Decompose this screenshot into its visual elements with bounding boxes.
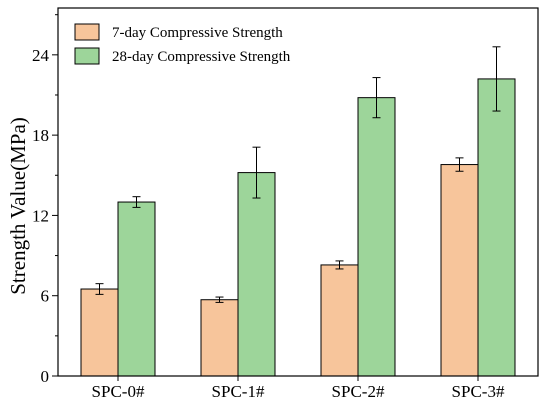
bar-28day-0 (117, 201, 156, 377)
bar-28day-2 (357, 97, 396, 377)
x-tick-label-1: SPC-1# (212, 382, 265, 401)
x-tick-label-0: SPC-0# (92, 382, 145, 401)
bar-7day-2 (320, 264, 359, 377)
y-tick-label-0: 0 (41, 367, 50, 386)
x-tick-label-2: SPC-2# (332, 382, 385, 401)
y-tick-label-2: 12 (32, 206, 49, 225)
legend-label-0: 7-day Compressive Strength (112, 25, 283, 41)
y-tick-label-1: 6 (41, 287, 50, 306)
legend-swatch-1 (74, 47, 100, 65)
legend-swatch-0 (74, 23, 100, 41)
legend: 7-day Compressive Strength 28-day Compres… (74, 23, 291, 65)
legend-label-1: 28-day Compressive Strength (112, 49, 291, 65)
bar-7day-0 (80, 288, 119, 377)
x-tick-label-3: SPC-3# (452, 382, 505, 401)
axes-layer: SPC-0# SPC-1# SPC-2# SPC-3# 0 6 12 18 24 (32, 7, 539, 401)
y-axis-title: Strength Value(MPa) (6, 117, 30, 295)
plot-frame (57, 7, 539, 377)
bar-28day-3 (477, 78, 516, 377)
bar-7day-3 (440, 164, 479, 377)
bar-28day-1 (237, 172, 276, 377)
y-tick-label-3: 18 (32, 126, 49, 145)
y-tick-label-4: 24 (32, 46, 50, 65)
bar-layer (80, 46, 516, 377)
bar-7day-1 (200, 299, 239, 377)
